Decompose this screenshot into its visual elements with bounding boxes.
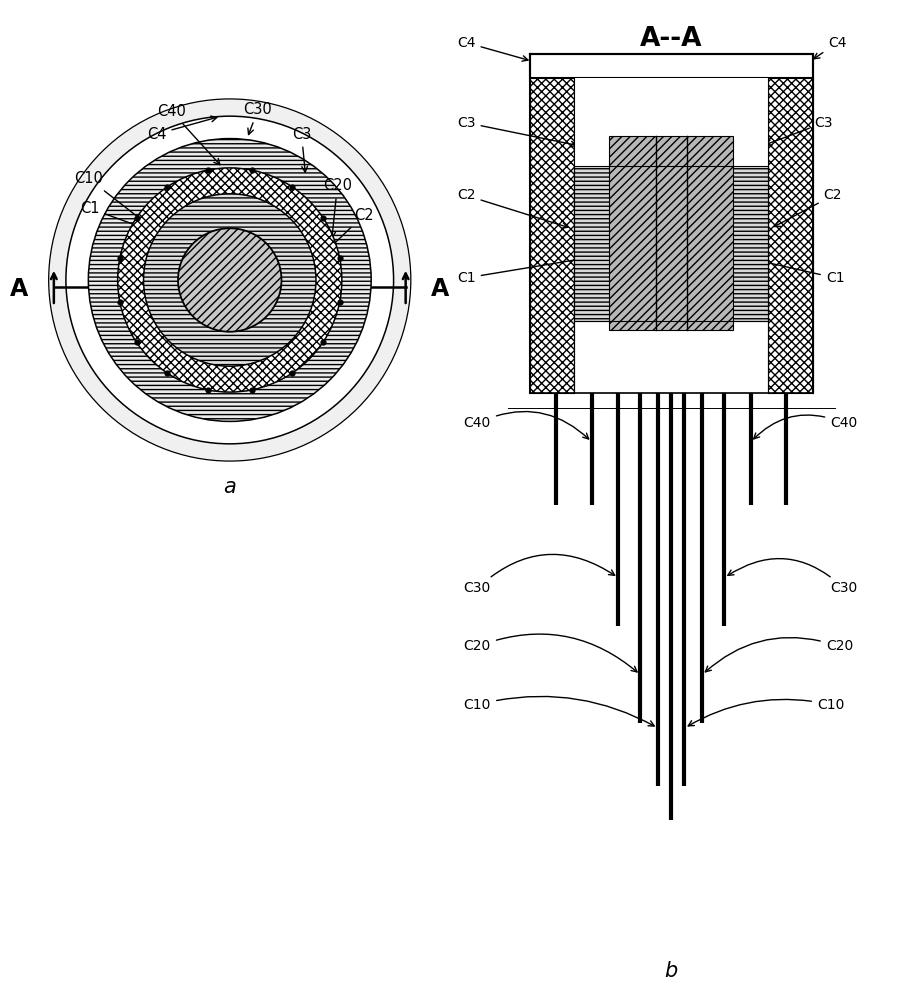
Text: C2: C2 — [315, 208, 374, 261]
Circle shape — [88, 139, 371, 421]
Text: C2: C2 — [774, 188, 842, 227]
Circle shape — [143, 194, 316, 366]
Text: C20: C20 — [323, 178, 352, 238]
Text: b: b — [665, 961, 678, 981]
Circle shape — [118, 168, 341, 392]
Text: C10: C10 — [688, 698, 844, 726]
Bar — [609, 136, 733, 330]
Text: C1: C1 — [79, 201, 187, 245]
Text: C20: C20 — [464, 634, 637, 672]
Text: C1: C1 — [457, 252, 614, 285]
Text: a: a — [223, 477, 236, 497]
Text: C3: C3 — [457, 116, 577, 147]
Text: C30: C30 — [728, 559, 858, 595]
Text: C2: C2 — [457, 188, 568, 228]
Circle shape — [178, 228, 281, 332]
Text: C30: C30 — [243, 102, 272, 135]
Text: C20: C20 — [705, 638, 853, 672]
Text: C3: C3 — [766, 116, 833, 145]
Text: C4: C4 — [457, 36, 528, 61]
Circle shape — [49, 99, 411, 461]
Circle shape — [66, 116, 394, 444]
Text: C40: C40 — [464, 411, 588, 439]
Text: C4: C4 — [147, 116, 217, 142]
Text: C3: C3 — [292, 127, 311, 172]
Bar — [574, 78, 769, 165]
Text: A: A — [10, 277, 29, 301]
Text: A: A — [431, 277, 450, 301]
Bar — [530, 54, 813, 78]
Text: C4: C4 — [814, 36, 846, 59]
Text: C40: C40 — [158, 104, 220, 165]
Bar — [530, 78, 574, 393]
Text: C10: C10 — [464, 696, 654, 726]
Bar — [769, 78, 813, 393]
Text: C10: C10 — [75, 171, 156, 231]
Text: C40: C40 — [754, 415, 858, 439]
Bar — [574, 165, 769, 321]
Text: C1: C1 — [728, 252, 844, 285]
Text: A--A: A--A — [640, 26, 703, 52]
Text: C30: C30 — [464, 554, 614, 595]
